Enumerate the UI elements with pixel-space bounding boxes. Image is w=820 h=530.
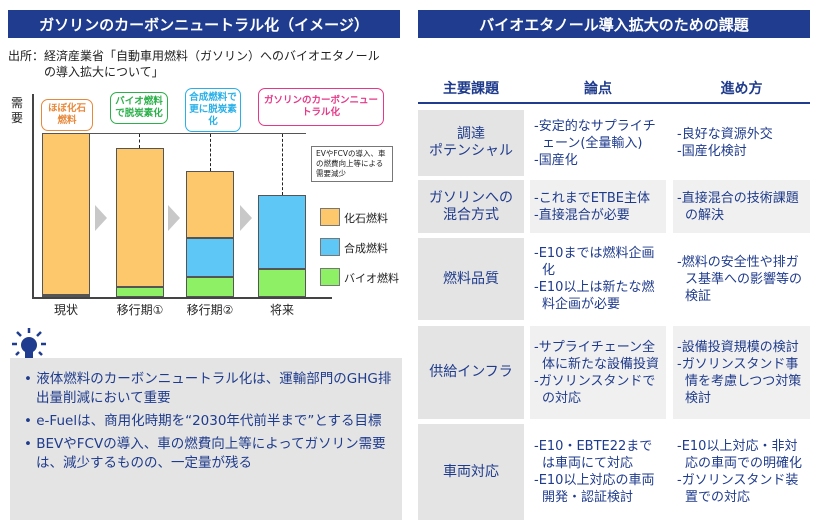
issue-label: 調達 ポテンシャル <box>418 110 524 176</box>
issue-label: 供給インフラ <box>418 326 524 419</box>
cell-item: -国産化検討 <box>677 144 747 159</box>
key-points: • 液体燃料のカーボンニュートラル化は、運輸部門のGHG排出量削減において重要 … <box>10 358 402 520</box>
legend-label: 化石燃料 <box>344 212 388 225</box>
legend-swatch <box>320 208 340 226</box>
cell-item: -良好な資源外交 <box>677 127 773 142</box>
decrease-arrow <box>210 134 211 171</box>
bar-segment-bio <box>186 277 234 297</box>
bullet-item: • 液体燃料のカーボンニュートラル化は、運輸部門のGHG排出量削減において重要 <box>24 371 392 406</box>
source-citation: 出所：経済産業省「自動車用燃料（ガソリン）へのバイオエタノールの導入拡大について… <box>8 48 408 80</box>
points-cell: -安定的なサプライチェーン(全量輸入) -国産化 <box>530 110 666 176</box>
points-cell: -これまでETBE主体 -直接混合が必要 <box>530 180 666 233</box>
left-panel-title: ガソリンのカーボンニュートラル化（イメージ） <box>8 10 400 38</box>
legend-swatch <box>320 238 340 256</box>
bar-segment-fossil <box>186 170 234 238</box>
x-axis <box>32 297 332 299</box>
approach-cell: -E10以上対応・非対応の車両での明確化 -ガソリンスタンド装置での対応 <box>673 424 810 520</box>
bar-segment-bio <box>116 287 164 297</box>
demand-note: EVやFCVの導入、車の燃費向上等による需要減少 <box>311 146 393 182</box>
header-divider <box>418 102 810 104</box>
arrow-icon <box>240 205 252 231</box>
bubble-fossil: ほぼ化石燃料 <box>41 99 93 131</box>
decrease-arrow <box>139 134 140 148</box>
bar-segment-bio <box>42 295 90 298</box>
points-cell: -E10・EBTE22までは車両にて対応 -E10以上対応の車両開発・認証検討 <box>530 424 666 520</box>
header-approach: 進め方 <box>720 81 763 97</box>
issue-label: ガソリンへの 混合方式 <box>418 180 524 233</box>
cell-item: -E10までは燃料企画化 <box>534 246 655 278</box>
cell-item: -安定的なサプライチェーン(全量輸入) <box>534 118 656 151</box>
arrow-icon <box>168 205 180 231</box>
bubble-bio: バイオ燃料で脱炭素化 <box>110 92 168 124</box>
cell-item: -これまでETBE主体 <box>534 190 650 206</box>
approach-cell: -良好な資源外交 -国産化検討 <box>673 110 810 176</box>
bar-segment-syn <box>186 237 234 278</box>
bubble-carbon-neutral: ガソリンのカーボンニュートラル化 <box>258 88 384 126</box>
cell-item: -直接混合の技術課題の解決 <box>677 190 799 223</box>
header-issue: 主要課題 <box>443 81 499 97</box>
bar-segment-fossil <box>116 147 164 288</box>
x-tick-label: 現状 <box>53 303 78 317</box>
bar-segment-fossil <box>42 133 90 296</box>
cell-item: -直接混合が必要 <box>534 207 630 223</box>
points-cell: -E10までは燃料企画化 -E10以上は新たな燃料企画が必要 <box>530 238 666 320</box>
cell-item: -設備投資規模の検討 <box>677 339 799 355</box>
legend-label: バイオ燃料 <box>344 272 399 285</box>
bar-segment-bio <box>258 269 306 297</box>
source-line: の導入拡大について」 <box>44 65 164 79</box>
cell-item: -ガソリンスタンドでの対応 <box>534 373 656 406</box>
approach-cell: -燃料の安全性や排ガス基準への影響等の検証 <box>673 238 810 320</box>
issue-label: 車両対応 <box>418 424 524 520</box>
cell-item: -E10以上対応の車両開発・認証検討 <box>534 473 655 505</box>
x-tick-label: 移行期② <box>186 303 234 317</box>
reference-line <box>42 133 306 134</box>
approach-cell: -設備投資規模の検討 -ガソリンスタンド事情を考慮しつつ対策検討 <box>673 326 810 419</box>
cell-item: -ガソリンスタンド事情を考慮しつつ対策検討 <box>677 356 802 406</box>
bar-segment-syn <box>258 195 306 270</box>
cell-item: -E10以上は新たな燃料企画が必要 <box>534 280 655 312</box>
bullet-item: • BEVやFCVの導入、車の燃費向上等によってガソリン需要は、減少するものの、… <box>24 436 386 471</box>
approach-cell: -直接混合の技術課題の解決 <box>673 180 810 233</box>
issue-label: 燃料品質 <box>418 238 524 320</box>
points-cell: -サプライチェーン全体に新たな設備投資 -ガソリンスタンドでの対応 <box>530 326 666 419</box>
cell-item: -サプライチェーン全体に新たな設備投資 <box>534 339 660 372</box>
cell-item: -国産化 <box>534 152 578 168</box>
decrease-arrow <box>282 134 283 195</box>
legend-swatch <box>320 268 340 286</box>
y-axis <box>32 94 34 298</box>
cell-item: -E10以上対応・非対応の車両での明確化 <box>677 439 803 471</box>
x-tick-label: 移行期① <box>116 303 164 317</box>
bullet-item: • e-Fuelは、商用化時期を“2030年代前半まで”とする目標 <box>24 413 382 429</box>
cell-item: -ガソリンスタンド装置での対応 <box>677 473 799 505</box>
cell-item: -E10・EBTE22までは車両にて対応 <box>534 439 653 471</box>
arrow-icon <box>95 205 107 231</box>
y-axis-label: 需要 <box>11 96 24 125</box>
header-points: 論点 <box>584 81 612 97</box>
source-line: 出所：経済産業省「自動車用燃料（ガソリン）へのバイオエタノール <box>8 49 380 63</box>
cell-item: -燃料の安全性や排ガス基準への影響等の検証 <box>677 254 803 304</box>
legend-label: 合成燃料 <box>344 242 388 255</box>
bubble-synthetic: 合成燃料で更に脱炭素化 <box>185 88 241 132</box>
x-tick-label: 将来 <box>269 303 294 317</box>
right-panel-title: バイオエタノール導入拡大のための課題 <box>418 10 810 38</box>
